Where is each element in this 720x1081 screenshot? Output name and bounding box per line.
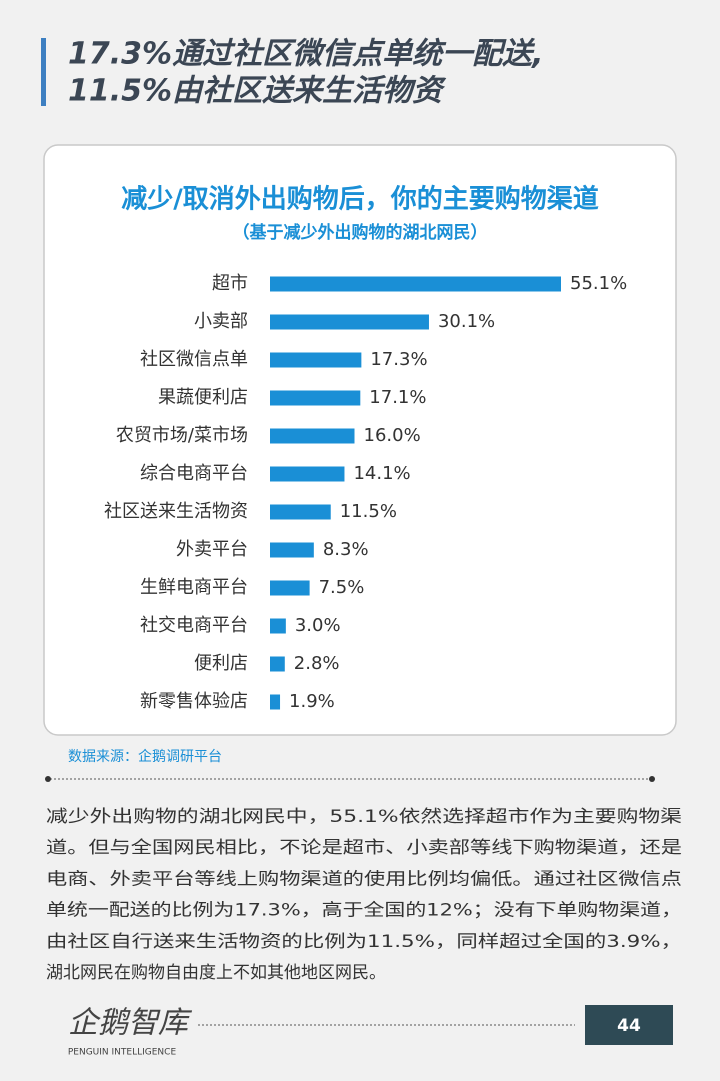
bar bbox=[270, 352, 362, 368]
paragraph-line: 单统一配送的比例为17.3%，高于全国的12%；没有下单购物渠道， bbox=[46, 901, 682, 921]
page-title: 17.3%通过社区微信点单统一配送, bbox=[68, 37, 543, 72]
bar bbox=[270, 542, 314, 558]
page-number: 44 bbox=[617, 1016, 641, 1036]
value-label: 8.3% bbox=[323, 539, 369, 560]
value-label: 17.1% bbox=[369, 387, 426, 408]
category-label: 社交电商平台 bbox=[140, 615, 248, 636]
page-number-box bbox=[585, 1005, 673, 1045]
value-label: 7.5% bbox=[319, 577, 365, 598]
value-label: 16.0% bbox=[364, 425, 421, 446]
paragraph-line: 电商、外卖平台等线上购物渠道的使用比例均偏低。通过社区微信点 bbox=[46, 868, 682, 889]
chart-card bbox=[43, 144, 677, 736]
bar bbox=[270, 466, 345, 482]
paragraph-line: 道。但与全国网民相比，不论是超市、小卖部等线下购物渠道，还是 bbox=[46, 838, 682, 858]
chart-title: 减少/取消外出购物后，你的主要购物渠道 bbox=[121, 184, 599, 215]
category-label: 农贸市场/菜市场 bbox=[116, 425, 248, 446]
paragraph: 减少外出购物的湖北网民中，55.1%依然选择超市作为主要购物渠道。但与全国网民相… bbox=[46, 807, 682, 983]
bar bbox=[270, 694, 281, 710]
value-label: 55.1% bbox=[570, 273, 627, 294]
bar bbox=[270, 504, 331, 520]
bar bbox=[270, 580, 310, 596]
logo-sub: PENGUIN INTELLIGENCE bbox=[68, 1048, 177, 1058]
value-label: 14.1% bbox=[353, 463, 410, 484]
title-accent bbox=[41, 38, 46, 106]
category-label: 小卖部 bbox=[194, 311, 248, 332]
paragraph-line: 湖北网民在购物自由度上不如其他地区网民。 bbox=[46, 963, 386, 983]
category-label: 社区送来生活物资 bbox=[104, 501, 248, 522]
value-label: 3.0% bbox=[295, 615, 341, 636]
category-label: 综合电商平台 bbox=[140, 463, 248, 484]
page-title: 11.5%由社区送来生活物资 bbox=[68, 74, 447, 109]
paragraph-line: 由社区自行送来生活物资的比例为11.5%，同样超过全国的3.9%， bbox=[46, 932, 682, 952]
divider-dot bbox=[45, 776, 51, 782]
category-label: 生鲜电商平台 bbox=[140, 577, 248, 598]
category-label: 果蔬便利店 bbox=[158, 387, 248, 408]
category-label: 新零售体验店 bbox=[140, 691, 248, 712]
divider-dot bbox=[649, 776, 655, 782]
bar bbox=[270, 428, 355, 444]
chart-subtitle: （基于减少外出购物的湖北网民） bbox=[233, 222, 488, 243]
category-label: 社区微信点单 bbox=[140, 349, 248, 370]
value-label: 2.8% bbox=[294, 653, 340, 674]
value-label: 1.9% bbox=[289, 691, 335, 712]
source: 数据来源：企鹅调研平台 bbox=[68, 748, 222, 765]
bar bbox=[270, 618, 286, 634]
category-label: 外卖平台 bbox=[176, 539, 248, 560]
paragraph-line: 减少外出购物的湖北网民中，55.1%依然选择超市作为主要购物渠 bbox=[46, 807, 682, 827]
value-label: 17.3% bbox=[370, 349, 427, 370]
bar bbox=[270, 390, 361, 406]
category-label: 超市 bbox=[212, 273, 248, 294]
category-label: 便利店 bbox=[194, 653, 248, 674]
bar bbox=[270, 656, 285, 672]
bar bbox=[270, 314, 429, 330]
bar bbox=[270, 276, 561, 292]
value-label: 30.1% bbox=[438, 311, 495, 332]
logo: 企鹅智库 bbox=[68, 1006, 193, 1041]
value-label: 11.5% bbox=[340, 501, 397, 522]
